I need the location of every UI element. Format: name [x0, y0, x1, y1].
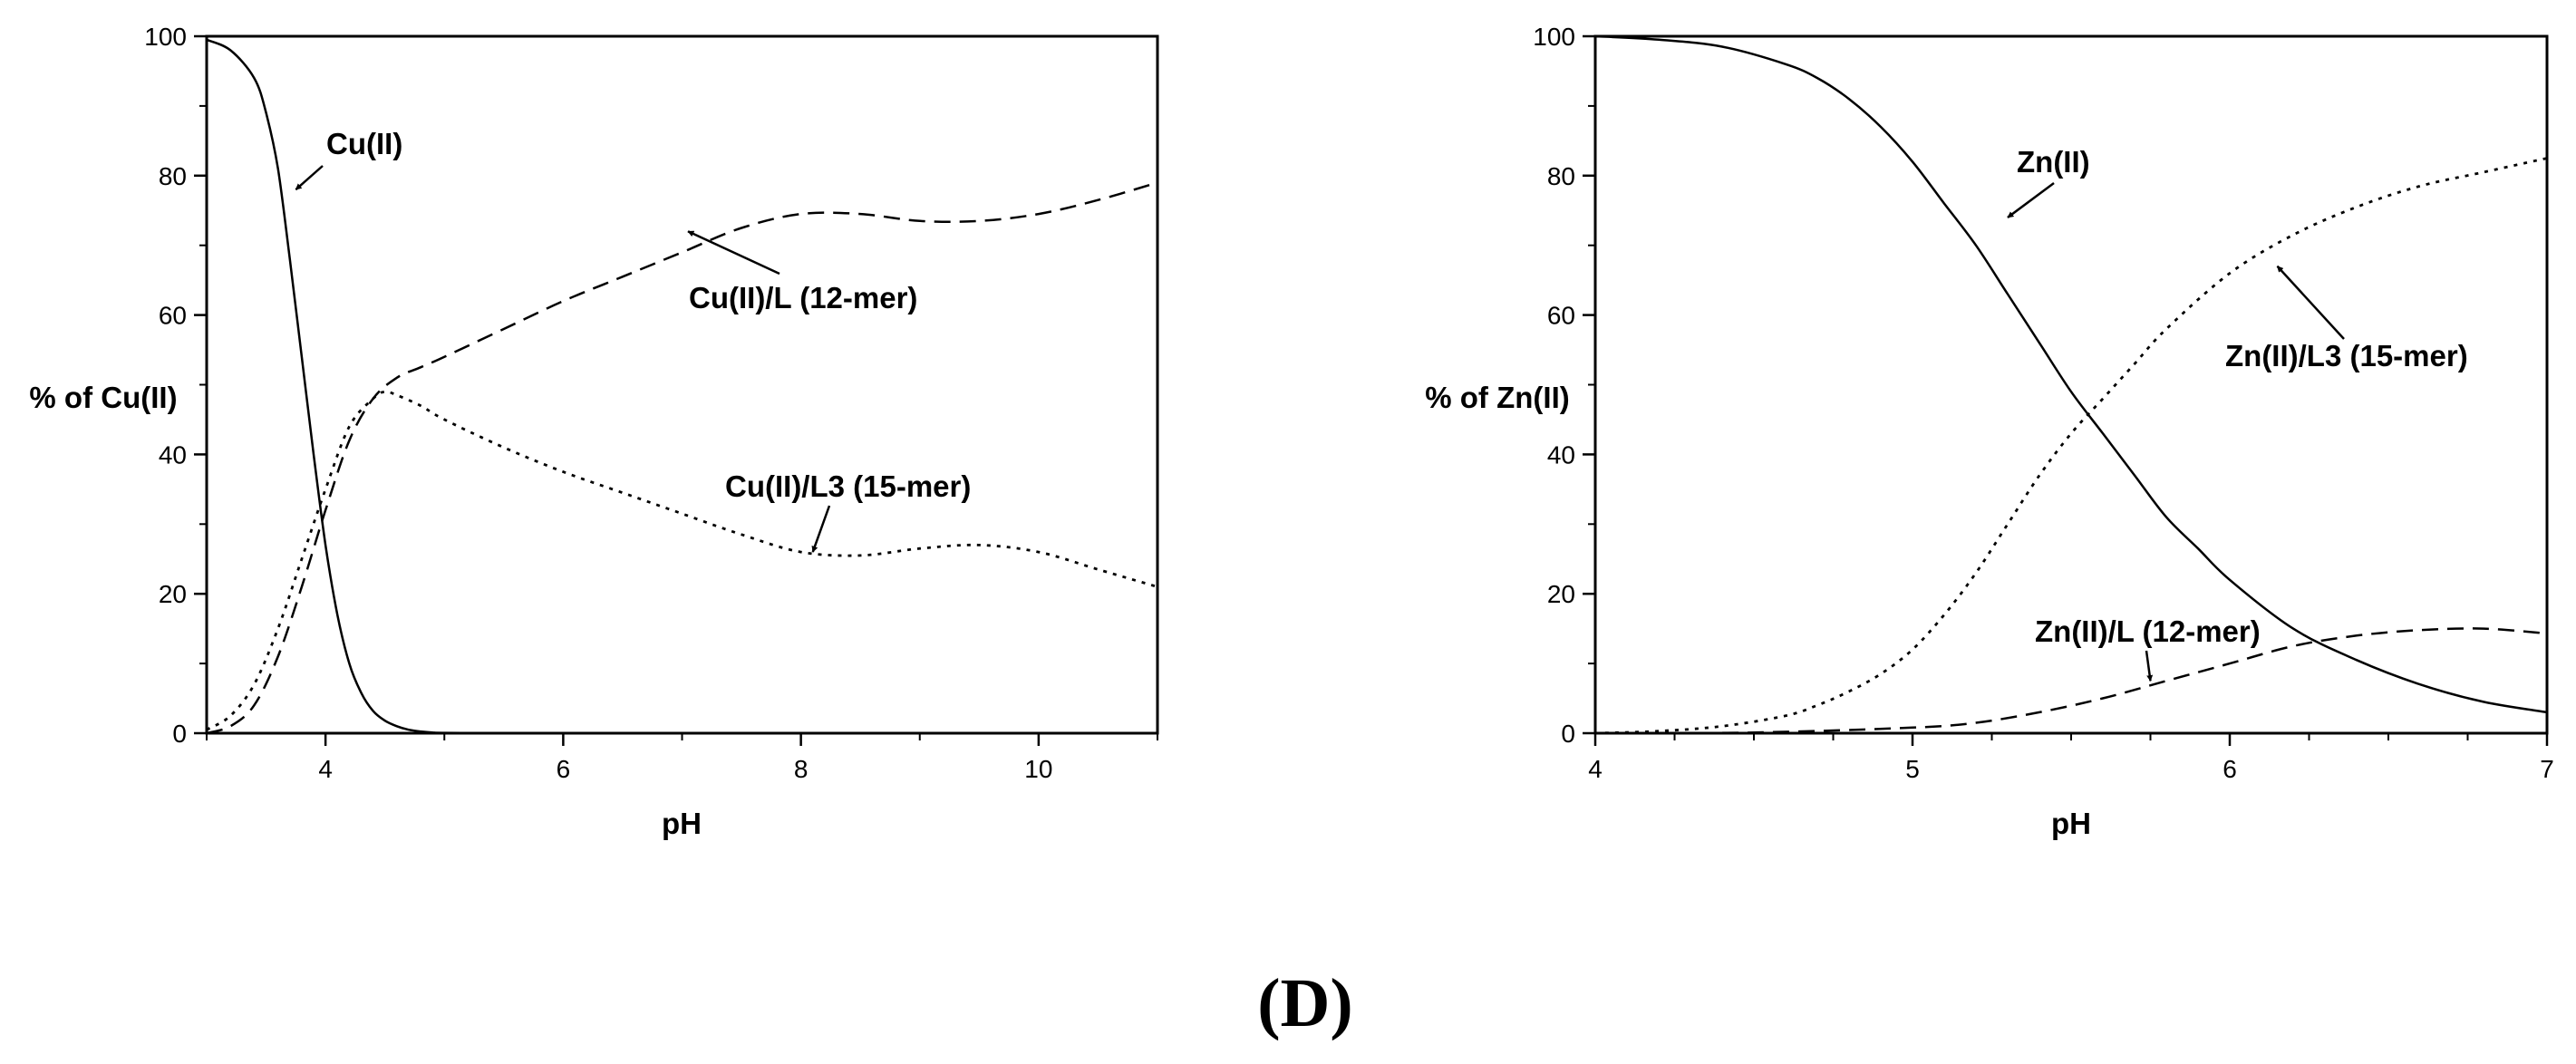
- y-tick-label: 80: [159, 162, 187, 190]
- series-line-zn-ii: [1594, 34, 2548, 714]
- x-tick-label: 7: [2540, 755, 2554, 783]
- y-tick-label: 40: [1547, 440, 1575, 469]
- y-tick-label: 0: [172, 720, 187, 748]
- y-axis-title: % of Cu(II): [29, 381, 177, 414]
- annotation-label-zn-ii-l-12-mer: Zn(II)/L (12-mer): [2035, 614, 2261, 648]
- y-tick-label: 20: [159, 580, 187, 608]
- annotation-arrow: [2007, 181, 2055, 218]
- annotation-arrow: [687, 230, 780, 276]
- x-tick-label: 6: [2223, 755, 2237, 783]
- y-tick-label: 60: [159, 302, 187, 330]
- series-line-zn-ii-l3-15-mer: [1594, 157, 2548, 735]
- y-tick-label: 100: [1533, 23, 1575, 51]
- annotation-arrow: [2276, 265, 2345, 340]
- series-line-zn-ii-l-12-mer: [1594, 627, 2548, 735]
- annotation-label-zn-ii-l3-15-mer: Zn(II)/L3 (15-mer): [2225, 339, 2468, 372]
- y-axis-title: % of Zn(II): [1425, 381, 1569, 414]
- figure-caption: (D): [1257, 965, 1353, 1041]
- annotation-arrow: [295, 165, 324, 191]
- annotation-label-cu-ii-l-12-mer: Cu(II)/L (12-mer): [689, 281, 917, 314]
- annotation-label-cu-ii: Cu(II): [326, 127, 402, 160]
- y-tick-label: 0: [1561, 720, 1575, 748]
- series-line-cu-ii: [206, 38, 1157, 735]
- series-line-cu-ii-l3-15-mer: [206, 390, 1158, 731]
- y-tick-label: 80: [1547, 162, 1575, 190]
- y-tick-label: 40: [159, 440, 187, 469]
- series-line-cu-ii-l-12-mer: [206, 181, 1158, 735]
- annotation-label-zn-ii: Zn(II): [2017, 145, 2090, 179]
- y-tick-label: 60: [1547, 302, 1575, 330]
- annotation-arrow: [2145, 650, 2154, 682]
- x-axis-title: pH: [662, 807, 702, 840]
- x-tick-label: 4: [1588, 755, 1603, 783]
- x-tick-label: 8: [794, 755, 809, 783]
- x-axis-title: pH: [2051, 807, 2091, 840]
- y-tick-label: 100: [144, 23, 187, 51]
- x-tick-label: 6: [557, 755, 571, 783]
- annotation-label-cu-ii-l3-15-mer: Cu(II)/L3 (15-mer): [725, 469, 971, 503]
- annotation-arrow: [811, 505, 831, 553]
- zn-speciation-chart: 4 5 6 7 0 20 40 60 80 100 pH % of Zn(II) Zn(II) Zn(II…: [1425, 23, 2554, 840]
- x-tick-label: 4: [318, 755, 333, 783]
- x-tick-label: 10: [1024, 755, 1052, 783]
- x-tick-label: 5: [1905, 755, 1920, 783]
- y-tick-label: 20: [1547, 580, 1575, 608]
